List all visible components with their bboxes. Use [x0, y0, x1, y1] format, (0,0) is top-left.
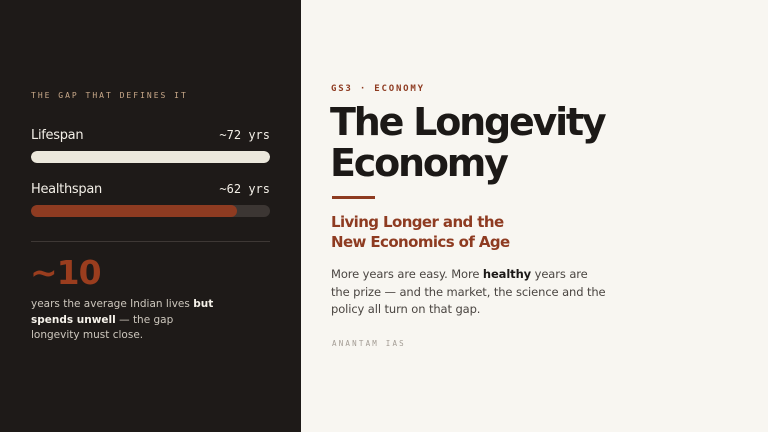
lifespan-metric: Lifespan ~72 yrs — [31, 128, 270, 163]
right-panel — [301, 0, 768, 432]
caption-bold: but spends unwell — [31, 298, 214, 326]
subtitle-line-2: New Economics of Age — [331, 233, 510, 251]
lifespan-bar-fill — [31, 151, 270, 163]
body-post: years are the prize — and the market, th… — [331, 267, 606, 316]
gap-stat-number: ~10 — [30, 253, 102, 292]
section-eyebrow: GS3 · ECONOMY — [331, 84, 425, 94]
slide-body: More years are easy. More healthy years … — [331, 266, 606, 319]
subtitle-line-1: Living Longer and the — [331, 213, 504, 231]
gap-eyebrow: THE GAP THAT DEFINES IT — [31, 91, 188, 100]
slide-title: The Longevity Economy — [330, 102, 710, 184]
lifespan-bar-track — [31, 151, 270, 163]
body-bold: healthy — [482, 267, 532, 281]
healthspan-metric: Healthspan ~62 yrs — [31, 182, 270, 217]
caption-pre: years the average Indian lives — [31, 298, 194, 310]
accent-rule — [332, 196, 375, 199]
lifespan-value: ~72 yrs — [219, 128, 270, 142]
healthspan-label: Healthspan — [31, 182, 102, 197]
slide-subtitle: Living Longer and the New Economics of A… — [331, 212, 591, 252]
healthspan-bar-track — [31, 205, 270, 217]
caption-post: — the gap longevity must close. — [31, 313, 174, 342]
left-divider — [31, 241, 270, 242]
left-panel: THE GAP THAT DEFINES IT Lifespan ~72 yrs… — [0, 0, 301, 432]
lifespan-label: Lifespan — [31, 128, 84, 143]
title-line-2: Economy — [330, 141, 509, 185]
gap-stat-caption: years the average Indian lives but spend… — [31, 297, 221, 344]
body-pre: More years are easy. More — [331, 267, 483, 281]
title-line-1: The Longevity — [330, 100, 607, 144]
healthspan-bar-fill — [31, 205, 237, 217]
brand-label: ANANTAM IAS — [332, 339, 406, 348]
healthspan-value: ~62 yrs — [219, 182, 270, 196]
